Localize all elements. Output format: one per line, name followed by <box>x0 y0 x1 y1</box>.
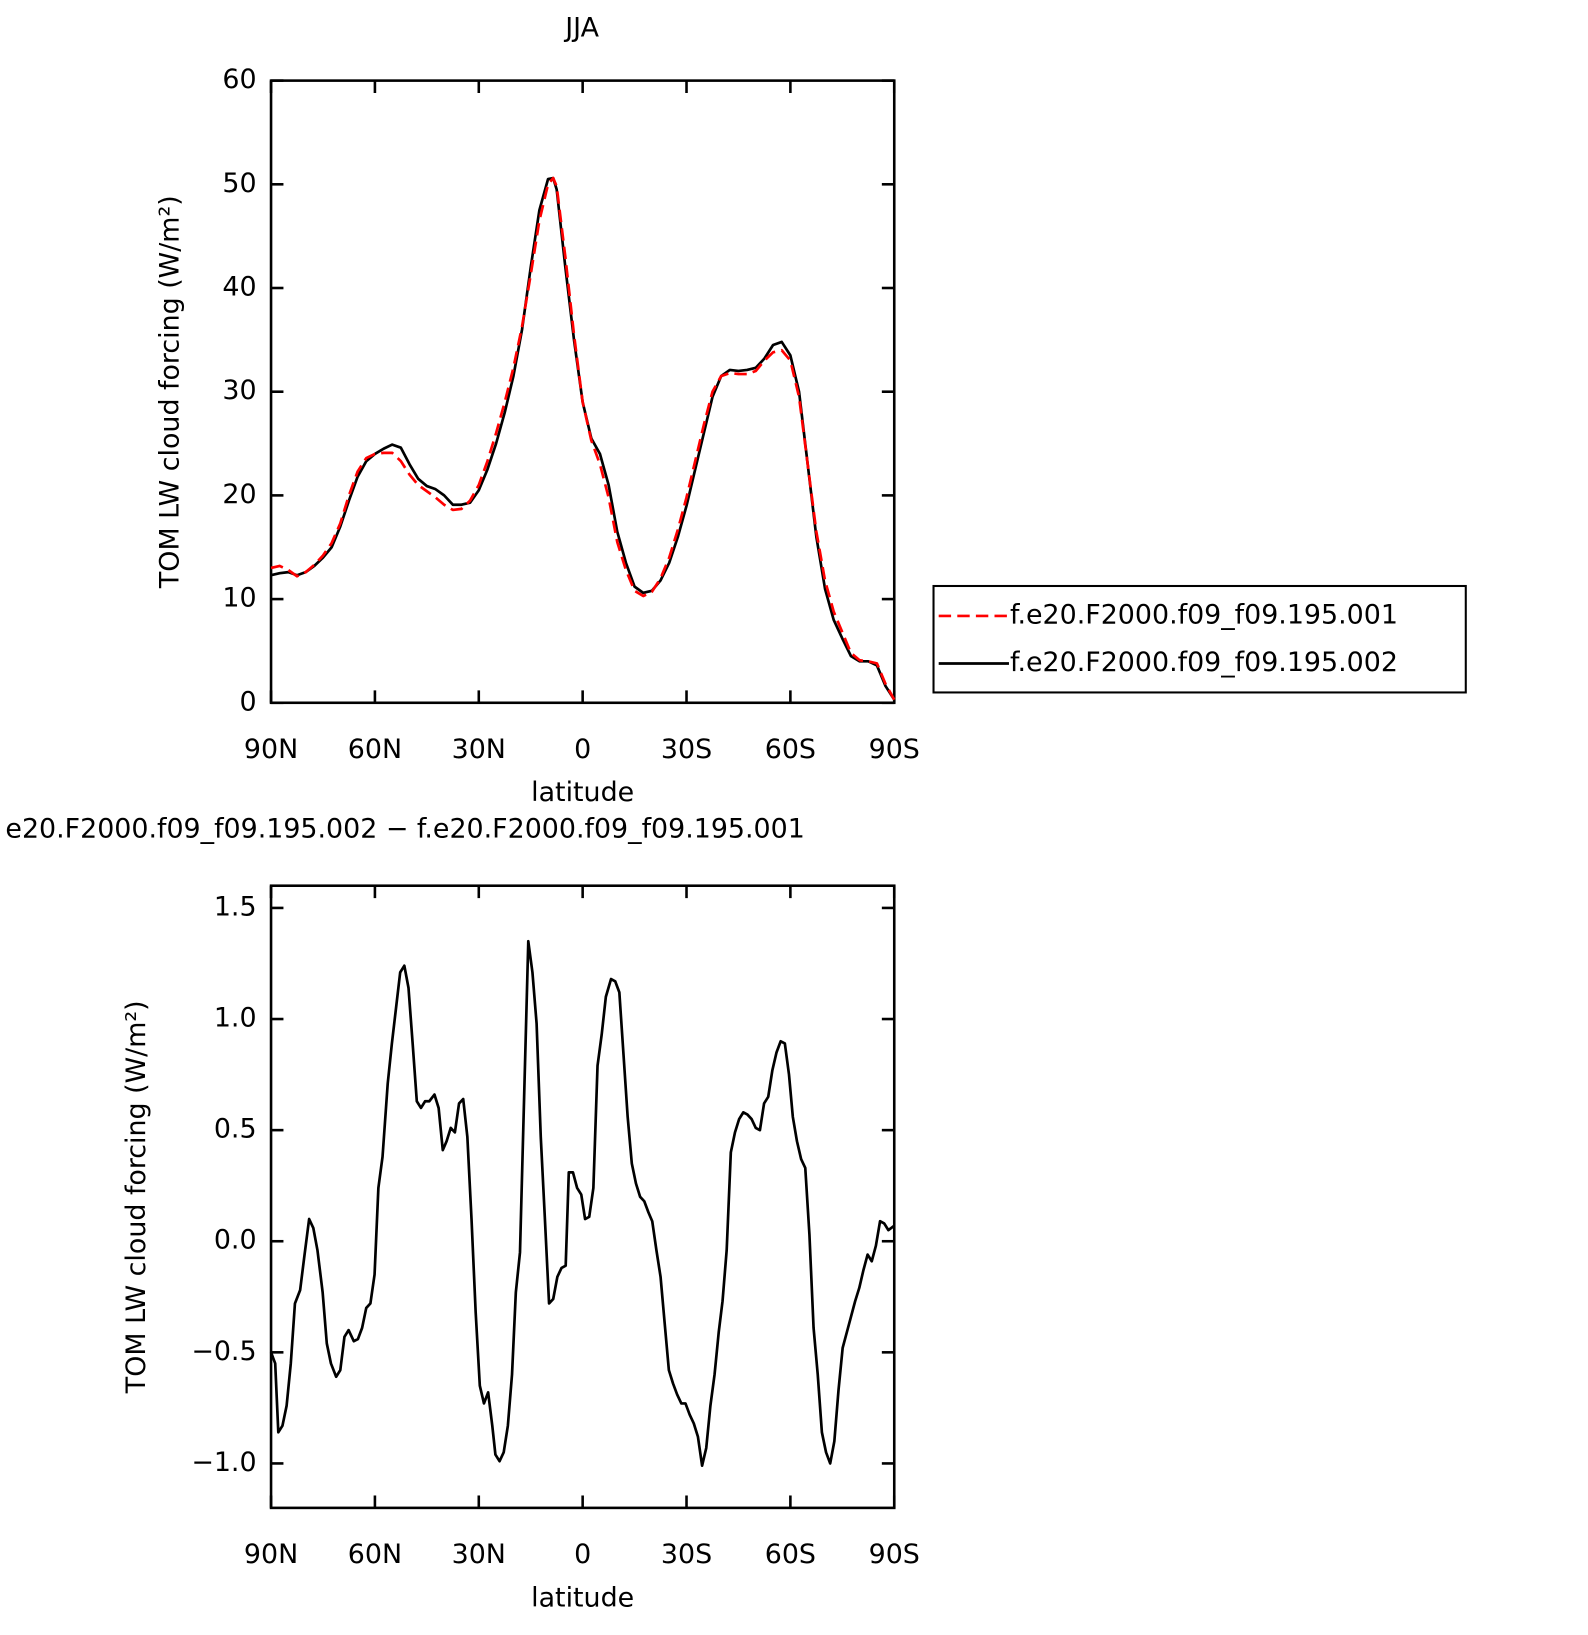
y-tick-label: 60 <box>222 64 256 95</box>
x-tick-label: 60S <box>765 1539 816 1570</box>
data-line <box>270 176 896 701</box>
y-tick-label: 50 <box>222 168 256 199</box>
y-tick-label: 10 <box>222 583 256 614</box>
x-tick-label: 30N <box>452 1539 506 1570</box>
y-tick-label: 40 <box>222 272 256 303</box>
chart-title: e20.F2000.f09_f09.195.002 − f.e20.F2000.… <box>5 813 804 844</box>
x-tick-label: 60N <box>348 734 402 765</box>
y-tick-label: −0.5 <box>191 1336 256 1367</box>
chart-title: JJA <box>563 12 599 43</box>
legend-label: f.e20.F2000.f09_f09.195.001 <box>1010 599 1398 630</box>
x-axis-label: latitude <box>531 777 634 808</box>
x-tick-label: 90N <box>244 1539 298 1570</box>
x-tick-label: 90N <box>244 734 298 765</box>
plot-frame <box>269 79 896 705</box>
x-tick-label: 30S <box>661 1539 712 1570</box>
y-axis-label: TOM LW cloud forcing (W/m²) <box>121 1000 152 1394</box>
x-axis-label: latitude <box>531 1582 634 1613</box>
data-line <box>269 939 896 1468</box>
y-tick-label: 20 <box>222 479 256 510</box>
x-tick-label: 0 <box>574 734 591 765</box>
x-tick-label: 30S <box>661 734 712 765</box>
y-tick-label: 0.5 <box>214 1114 257 1145</box>
y-axis-label: TOM LW cloud forcing (W/m²) <box>154 195 185 589</box>
x-tick-label: 60S <box>765 734 816 765</box>
x-tick-label: 30N <box>452 734 506 765</box>
y-tick-label: 30 <box>222 375 256 406</box>
x-tick-label: 0 <box>574 1539 591 1570</box>
x-tick-label: 90S <box>869 1539 920 1570</box>
legend-label: f.e20.F2000.f09_f09.195.002 <box>1010 647 1398 678</box>
y-tick-label: 1.5 <box>214 891 257 922</box>
y-tick-label: 1.0 <box>214 1003 257 1034</box>
y-tick-label: −1.0 <box>191 1447 256 1478</box>
y-tick-label: 0 <box>239 686 256 717</box>
x-tick-label: 90S <box>869 734 920 765</box>
data-line <box>270 176 896 701</box>
x-tick-label: 60N <box>348 1539 402 1570</box>
y-tick-label: 0.0 <box>214 1225 257 1256</box>
legend-box <box>932 584 1467 694</box>
